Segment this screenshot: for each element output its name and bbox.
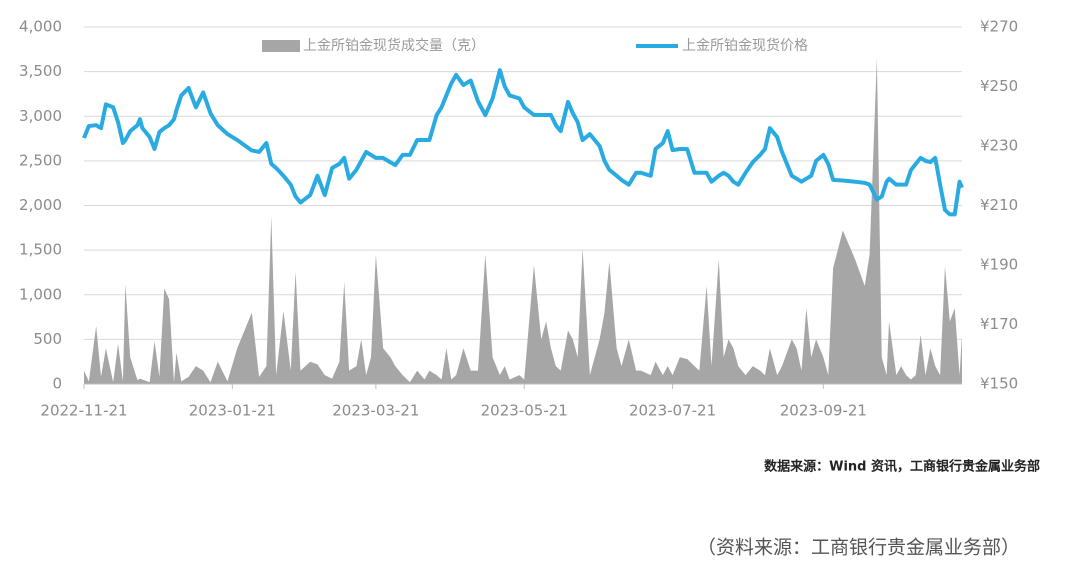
y2-tick-label: ¥190	[980, 256, 1018, 274]
x-tick-label: 2023-07-21	[629, 402, 716, 420]
x-tick-label: 2022-11-21	[40, 402, 127, 420]
y-tick-label: 1,000	[19, 285, 62, 303]
x-tick-label: 2023-03-21	[332, 402, 419, 420]
y2-tick-label: ¥250	[980, 77, 1018, 95]
y2-tick-label: ¥270	[980, 18, 1018, 36]
y-tick-label: 3,500	[19, 62, 62, 80]
legend-label: 上金所铂金现货成交量（克）	[303, 37, 485, 54]
legend-label: 上金所铂金现货价格	[682, 37, 808, 54]
y2-tick-label: ¥150	[980, 375, 1018, 393]
price-line	[82, 68, 964, 217]
caption: （资料来源：工商银行贵金属业务部）	[697, 537, 1020, 559]
y-tick-label: 1,500	[19, 241, 62, 259]
x-tick-label: 2023-05-21	[481, 402, 568, 420]
y2-tick-label: ¥230	[980, 137, 1018, 155]
y-tick-label: 2,000	[19, 196, 62, 214]
y-tick-label: 0	[52, 375, 62, 393]
y-tick-label: 4,000	[19, 18, 62, 36]
y-tick-label: 3,000	[19, 107, 62, 125]
x-tick-label: 2023-09-21	[780, 402, 867, 420]
legend-swatch	[262, 40, 300, 52]
y-tick-label: 500	[33, 330, 62, 348]
chart-source: 数据来源：Wind 资讯，工商银行贵金属业务部	[764, 459, 1040, 475]
y-tick-label: 2,500	[19, 151, 62, 169]
y2-tick-label: ¥170	[980, 315, 1018, 333]
y2-tick-label: ¥210	[980, 196, 1018, 214]
volume-area	[84, 58, 962, 385]
x-tick-label: 2023-01-21	[189, 402, 276, 420]
